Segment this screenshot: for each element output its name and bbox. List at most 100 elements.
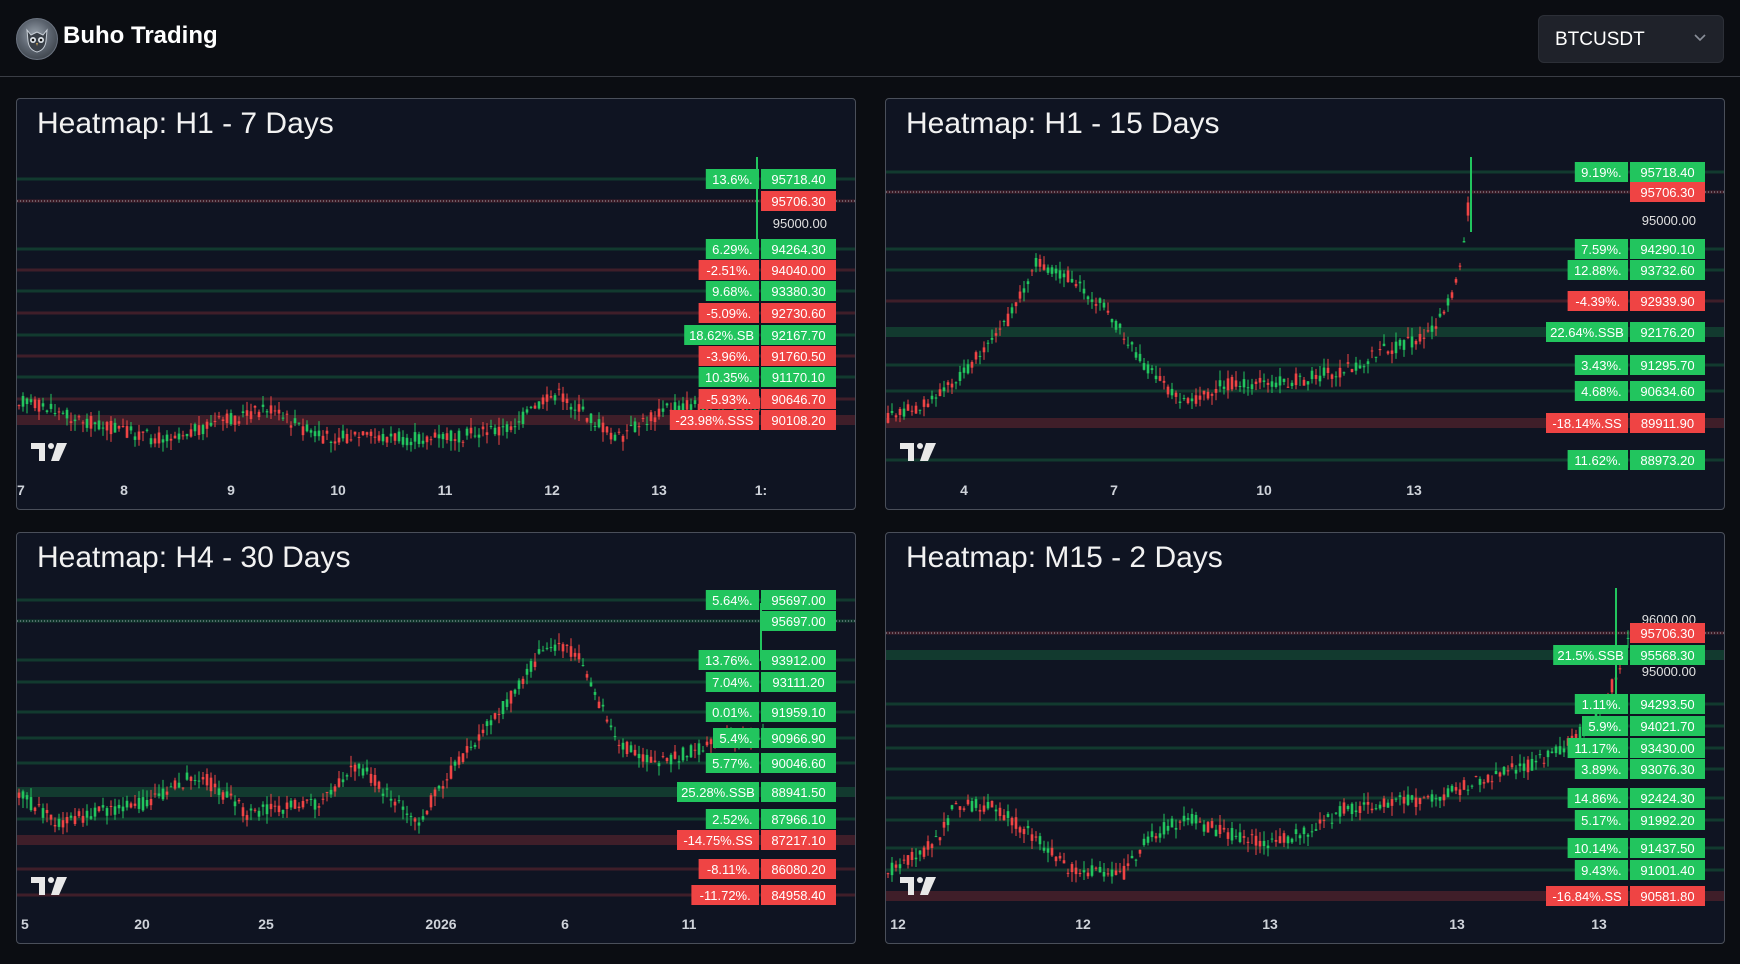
candle: [886, 405, 890, 424]
candle: [61, 811, 65, 835]
candle: [982, 341, 986, 360]
candle: [441, 780, 445, 799]
candle: [1374, 356, 1378, 363]
panel-title: Heatmap: H4 - 30 Days: [37, 541, 351, 574]
x-axis-tick: 12: [544, 482, 560, 498]
candle: [1318, 366, 1322, 387]
candle: [1242, 371, 1246, 394]
candle: [709, 737, 713, 753]
candle: [649, 410, 653, 430]
candle: [297, 422, 301, 426]
candle: [1162, 375, 1166, 390]
candle: [1134, 347, 1138, 361]
candle: [1050, 264, 1054, 277]
candle: [1438, 796, 1442, 808]
tradingview-logo-icon[interactable]: [900, 443, 936, 461]
chart-area[interactable]: 96000.0095000.0095706.3095568.3021.5%.SS…: [886, 533, 1724, 943]
candle: [1202, 820, 1206, 836]
candle: [365, 431, 369, 438]
candle: [329, 440, 333, 453]
candle: [549, 638, 553, 652]
candle: [890, 857, 894, 882]
chart-area[interactable]: 95000.00 95718.40 9.19%. 95706.30 94290.10 7.…: [886, 99, 1724, 509]
candle: [1366, 358, 1370, 374]
candle: [585, 670, 589, 681]
candle: [1470, 784, 1474, 789]
candle: [585, 417, 589, 424]
x-axis-tick: 13: [1262, 916, 1278, 932]
candle: [1454, 277, 1458, 285]
candle: [653, 750, 657, 763]
candle: [906, 399, 910, 411]
heat-band: [17, 867, 855, 871]
tradingview-logo-icon[interactable]: [31, 877, 67, 895]
level-price: 88941.50: [771, 785, 825, 800]
candle: [697, 739, 701, 763]
candle: [189, 423, 193, 438]
candle: [657, 760, 661, 776]
candle: [349, 755, 353, 778]
level-price: 95568.30: [1640, 648, 1694, 663]
candle: [193, 422, 197, 437]
x-axis-tick: 4: [960, 482, 968, 498]
candle: [1198, 386, 1202, 407]
level-percent: -11.72%.: [700, 888, 751, 903]
candle: [1210, 817, 1214, 829]
candle: [958, 806, 962, 818]
chart-area[interactable]: 95697.00 5.64%. 95697.00 93912.00 13.76%. 931…: [17, 533, 855, 943]
candle: [125, 420, 129, 439]
tradingview-logo-icon[interactable]: [31, 443, 67, 461]
candle: [1074, 279, 1078, 289]
candle: [934, 829, 938, 838]
candle: [1002, 809, 1006, 821]
level-label: 91760.50 -3.96%.: [698, 346, 836, 366]
candle: [1090, 292, 1094, 309]
chart-area[interactable]: 95000.00 95718.40 13.6%. 95706.30 94264.30 6.…: [17, 99, 855, 509]
candle: [1378, 801, 1382, 811]
candle: [409, 812, 413, 826]
symbol-select[interactable]: BTCUSDT: [1538, 15, 1724, 63]
candle: [962, 359, 966, 379]
candle: [926, 835, 930, 856]
x-axis-tick: 13: [1406, 482, 1422, 498]
candle: [445, 427, 449, 444]
candle: [1346, 353, 1350, 368]
candle: [1382, 334, 1386, 347]
level-percent: 10.14%.: [1574, 841, 1622, 856]
candle: [1110, 861, 1114, 884]
candle: [101, 797, 105, 811]
candle: [21, 392, 25, 412]
candle: [33, 806, 37, 815]
candle: [1418, 326, 1422, 345]
candle: [469, 740, 473, 751]
candle: [1050, 839, 1054, 858]
candle: [1218, 815, 1222, 838]
level-percent: 5.77%.: [712, 756, 752, 771]
candle: [1450, 290, 1454, 300]
candle: [1330, 373, 1334, 388]
level-label: 94264.30 6.29%.: [705, 239, 836, 259]
candle: [1262, 373, 1266, 388]
level-percent: 14.86%.: [1574, 791, 1622, 806]
candle: [401, 430, 405, 448]
candle: [1122, 332, 1126, 345]
candle: [1290, 380, 1294, 389]
candle: [153, 783, 157, 798]
candle: [1442, 787, 1446, 807]
candle: [545, 642, 549, 651]
candle: [1362, 364, 1366, 374]
candle: [561, 386, 565, 411]
candle: [617, 428, 621, 435]
candle: [241, 404, 245, 418]
candle: [89, 808, 93, 820]
level-label: 94040.00 -2.51%.: [698, 260, 836, 280]
heat-band: [17, 761, 855, 765]
level-label: 95706.30: [1630, 623, 1705, 643]
candle: [65, 812, 69, 833]
candle: [209, 415, 213, 427]
candle: [1002, 319, 1006, 327]
candle: [541, 645, 545, 652]
candle: [1174, 819, 1178, 839]
candle: [1446, 785, 1450, 798]
tradingview-logo-icon[interactable]: [900, 877, 936, 895]
